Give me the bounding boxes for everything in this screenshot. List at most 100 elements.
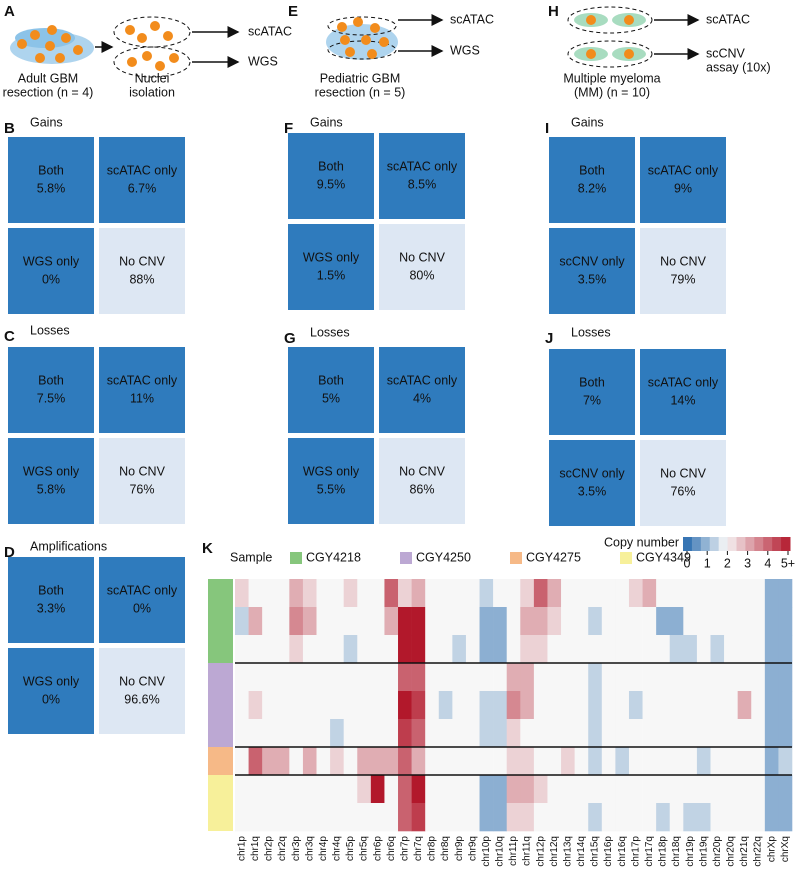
cell — [8, 137, 94, 223]
cell-label: scATAC only — [387, 373, 458, 387]
heatmap-cell — [398, 803, 412, 832]
heatmap-cell — [452, 719, 467, 748]
heatmap-cell — [724, 747, 738, 776]
heatmap-cell — [398, 775, 412, 804]
colorbar-step — [691, 537, 702, 551]
cell-label: scATAC only — [107, 373, 178, 387]
heatmap-cell — [533, 607, 548, 636]
legend-label: CGY4218 — [306, 550, 361, 564]
heatmap-cell — [615, 579, 630, 608]
heatmap-cell — [724, 775, 738, 804]
heatmap-cell — [506, 691, 521, 720]
cell-label: WGS only — [303, 250, 360, 264]
heatmap-cell — [574, 607, 589, 636]
column-label: chr8p — [427, 836, 438, 861]
cell-label: No CNV — [399, 464, 446, 478]
heatmap-cell — [615, 663, 630, 692]
heatmap-cell — [547, 719, 562, 748]
heatmap-cell — [506, 607, 521, 636]
heatmap-cell — [533, 719, 548, 748]
heatmap-cell — [316, 607, 331, 636]
heatmap-cell — [656, 747, 671, 776]
heatmap-cell — [642, 775, 657, 804]
heatmap-cell — [384, 579, 399, 608]
heatmap-cell — [343, 803, 358, 832]
heatmap-cell — [289, 635, 304, 664]
heatmap-cell — [479, 775, 494, 804]
heatmap-cell — [764, 635, 779, 664]
heatmap-cell — [574, 719, 589, 748]
heatmap-cell — [683, 691, 698, 720]
column-label: chrXq — [780, 836, 791, 862]
output-label: scATAC — [450, 12, 494, 26]
panel-letter: F — [284, 120, 293, 137]
colorbar-step — [754, 537, 764, 551]
heatmap-cell — [316, 579, 331, 608]
heatmap-cell — [778, 579, 793, 608]
heatmap-cell — [425, 747, 440, 776]
colorbar-step — [736, 537, 746, 551]
heatmap-cell — [411, 663, 426, 692]
cell-label: scATAC only — [648, 163, 719, 177]
heatmap-cell — [370, 607, 385, 636]
column-label: chr1q — [250, 836, 261, 861]
heatmap-cell — [615, 803, 630, 832]
heatmap-cell — [737, 607, 752, 636]
heatmap-cell — [628, 719, 643, 748]
column-label: chr21q — [739, 836, 750, 867]
heatmap-cell — [724, 719, 738, 748]
heatmap-cell — [669, 635, 684, 664]
column-label: chr4q — [332, 836, 343, 861]
sample-bar — [208, 775, 233, 831]
cell — [549, 137, 635, 223]
heatmap-cell — [588, 719, 603, 748]
heatmap-cell — [533, 747, 548, 776]
heatmap-cell — [302, 579, 317, 608]
colorbar-tick-label: 1 — [704, 556, 711, 570]
grid-title: Gains — [571, 115, 604, 129]
heatmap-cell — [262, 719, 277, 748]
heatmap-cell — [737, 803, 752, 832]
heatmap-cell — [547, 747, 562, 776]
heatmap-cell — [628, 747, 643, 776]
heatmap-cell — [588, 607, 603, 636]
heatmap-cell — [615, 691, 630, 720]
heatmap-cell — [370, 719, 385, 748]
panel-letter: E — [288, 3, 298, 20]
cell — [99, 557, 185, 643]
heatmap-cell — [289, 719, 304, 748]
heatmap-cell — [438, 607, 453, 636]
heatmap-cell — [262, 607, 277, 636]
heatmap-cell — [248, 719, 263, 748]
heatmap-cell — [493, 747, 508, 776]
heatmap-cell — [764, 775, 779, 804]
heatmap-cell — [302, 719, 317, 748]
heatmap-cell — [384, 747, 399, 776]
heatmap-cell — [669, 579, 684, 608]
heatmap-cell — [384, 607, 399, 636]
heatmap-cell — [574, 691, 589, 720]
heatmap-cell — [425, 775, 440, 804]
output-label: assay (10x) — [706, 60, 771, 74]
heatmap-cell — [398, 691, 412, 720]
heatmap-cell — [520, 635, 535, 664]
cell-value: 0% — [42, 692, 60, 706]
heatmap-cell — [330, 719, 344, 748]
heatmap-cell — [411, 719, 426, 748]
heatmap-cell — [642, 747, 657, 776]
heatmap-cell — [506, 719, 521, 748]
heatmap-cell — [574, 663, 589, 692]
heatmap-cell — [683, 579, 698, 608]
column-label: chr7q — [413, 836, 424, 861]
cell-value: 6.7% — [128, 181, 157, 195]
heatmap-cell — [357, 719, 372, 748]
heatmap-cell — [248, 747, 263, 776]
cell-value: 5.8% — [37, 181, 66, 195]
heatmap-cell — [465, 803, 480, 832]
heatmap-cell — [289, 803, 304, 832]
column-label: chr19p — [685, 836, 696, 867]
cell-value: 3.5% — [578, 272, 607, 286]
heatmap-cell — [656, 803, 671, 832]
cell — [549, 228, 635, 314]
cell-label: No CNV — [119, 464, 166, 478]
